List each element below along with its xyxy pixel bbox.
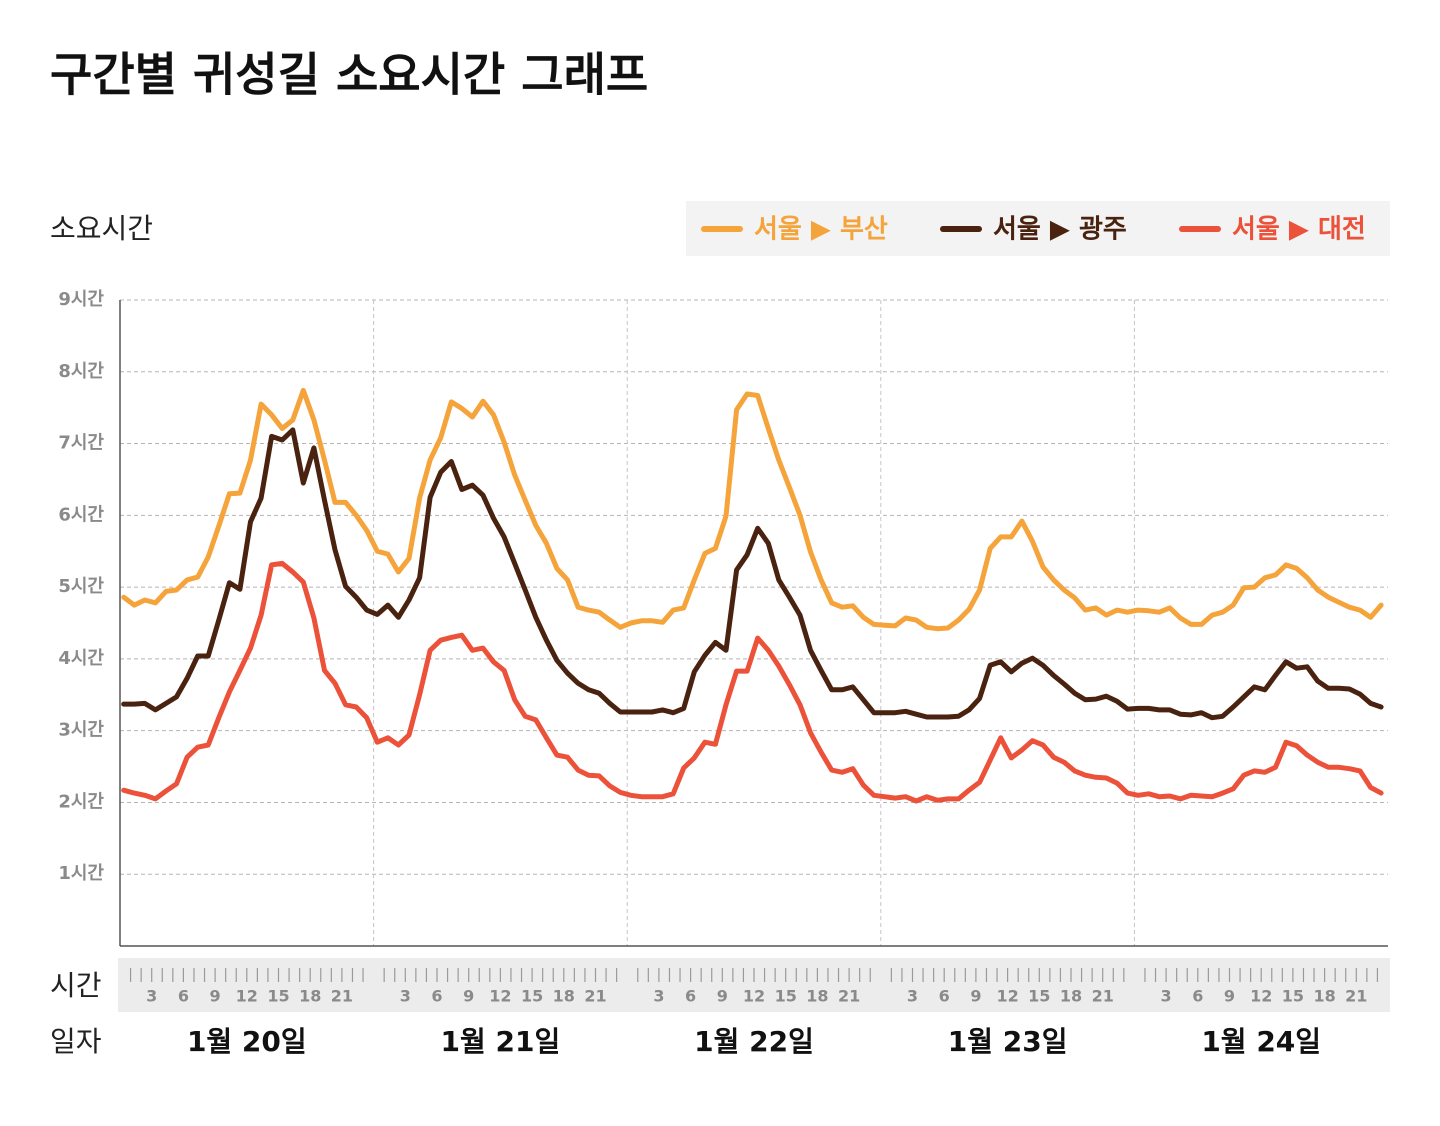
legend-label: 서울 ▶ 대전 [1232, 215, 1366, 245]
y-tick-label: 2시간 [58, 791, 104, 812]
x-tick-label: 12 [236, 987, 258, 1006]
x-tick-label: 6 [685, 987, 696, 1006]
y-tick-label: 6시간 [58, 504, 104, 525]
x-tick-label: 15 [1282, 987, 1304, 1006]
day-label: 1월 21일 [441, 1025, 561, 1058]
x-tick-label: 12 [743, 987, 765, 1006]
x-tick-label: 12 [996, 987, 1018, 1006]
x-tick-label: 3 [1161, 987, 1172, 1006]
legend-label: 서울 ▶ 부산 [754, 215, 888, 245]
y-tick-label: 5시간 [58, 576, 104, 597]
x-tick-label: 3 [907, 987, 918, 1006]
day-label: 1월 23일 [948, 1025, 1068, 1058]
y-tick-label: 9시간 [58, 289, 104, 310]
x-tick-label: 6 [939, 987, 950, 1006]
x-tick-label: 18 [806, 987, 828, 1006]
x-tick-label: 12 [489, 987, 511, 1006]
x-tick-label: 9 [717, 987, 728, 1006]
x-tick-label: 9 [970, 987, 981, 1006]
x-tick-label: 15 [267, 987, 289, 1006]
x-tick-label: 18 [299, 987, 321, 1006]
x-tick-label: 15 [521, 987, 543, 1006]
y-tick-label: 8시간 [58, 361, 104, 382]
x-tick-label: 21 [838, 987, 860, 1006]
x-tick-label: 12 [1250, 987, 1272, 1006]
x-tick-label: 3 [400, 987, 411, 1006]
day-label: 1월 22일 [694, 1025, 814, 1058]
series-line [121, 560, 1384, 804]
chart-title: 구간별 귀성길 소요시간 그래프 [50, 48, 648, 102]
x-tick-label: 9 [210, 987, 221, 1006]
y-tick-label: 4시간 [58, 648, 104, 669]
y-axis-label: 소요시간 [50, 212, 153, 245]
x-tick-label: 21 [331, 987, 353, 1006]
hour-strip [118, 958, 1390, 1012]
x-tick-label: 21 [584, 987, 606, 1006]
x-tick-label: 18 [1060, 987, 1082, 1006]
series-line [121, 427, 1384, 721]
x-tick-label: 3 [146, 987, 157, 1006]
series-line [121, 387, 1384, 632]
y-tick-label: 1시간 [58, 863, 104, 884]
x-tick-label: 6 [1192, 987, 1203, 1006]
y-tick-label: 7시간 [58, 433, 104, 454]
y-tick-label: 3시간 [58, 720, 104, 741]
x-tick-label: 6 [178, 987, 189, 1006]
legend-box [686, 201, 1390, 256]
x-tick-label: 15 [775, 987, 797, 1006]
x-tick-label: 21 [1345, 987, 1367, 1006]
legend-label: 서울 ▶ 광주 [993, 215, 1127, 245]
x-tick-label: 21 [1092, 987, 1114, 1006]
x-tick-label: 9 [1224, 987, 1235, 1006]
x-tick-label: 9 [463, 987, 474, 1006]
day-label: 1월 20일 [187, 1025, 307, 1058]
x-tick-label: 6 [431, 987, 442, 1006]
hour-axis-label: 시간 [50, 969, 102, 1002]
day-axis-label: 일자 [50, 1025, 102, 1058]
x-tick-label: 18 [1313, 987, 1335, 1006]
day-label: 1월 24일 [1201, 1025, 1321, 1058]
x-tick-label: 15 [1028, 987, 1050, 1006]
x-tick-label: 3 [653, 987, 664, 1006]
x-tick-label: 18 [553, 987, 575, 1006]
